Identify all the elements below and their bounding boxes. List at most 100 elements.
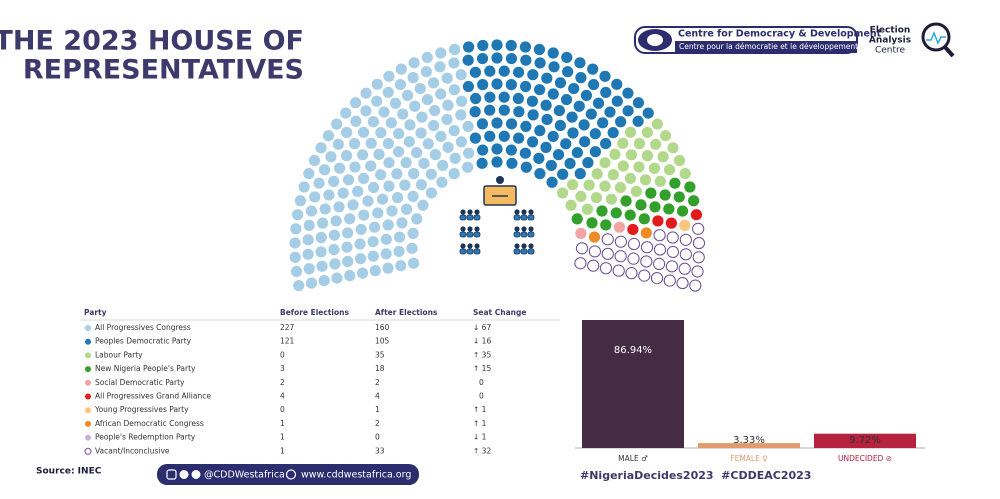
seat <box>641 126 653 139</box>
person-body <box>513 214 521 221</box>
org-name: Centre for Democracy & Development <box>678 29 882 40</box>
org-name-fr: Centre pour la démocratie et le développ… <box>679 42 858 51</box>
seat <box>342 174 355 186</box>
seat <box>448 168 460 180</box>
table-cell: 160 <box>375 323 390 332</box>
seat <box>341 241 353 253</box>
seat <box>344 213 356 225</box>
x-tick-label: FEMALE ♀ <box>730 454 767 463</box>
seat <box>437 159 449 172</box>
seat <box>505 39 517 52</box>
seat <box>462 80 475 93</box>
seat <box>404 119 416 131</box>
seat <box>293 279 305 292</box>
seat <box>371 95 383 107</box>
social-pill: @CDDWestafrica www.cddwestafrica.org <box>157 464 419 485</box>
seat <box>349 97 362 109</box>
seat <box>375 169 387 181</box>
seat <box>303 263 315 275</box>
seat <box>303 219 315 231</box>
seat <box>691 265 704 278</box>
party-seats <box>679 219 691 231</box>
seat <box>325 151 337 163</box>
person-head <box>514 243 520 249</box>
seat <box>469 132 481 144</box>
seat <box>597 117 609 129</box>
seat <box>421 93 434 106</box>
bar <box>698 443 800 448</box>
seat <box>462 54 474 66</box>
seat <box>679 167 691 180</box>
seat <box>305 277 318 289</box>
seat <box>400 157 412 169</box>
legend-marker <box>85 393 91 400</box>
person-head <box>474 243 480 249</box>
seat <box>331 272 343 284</box>
seat <box>429 149 442 161</box>
seat <box>369 265 381 277</box>
seat <box>491 52 503 64</box>
seat <box>425 168 437 180</box>
person-body <box>527 214 535 221</box>
seat <box>350 115 362 127</box>
seat <box>505 52 518 65</box>
person-body <box>473 248 481 255</box>
seat <box>574 257 587 270</box>
seat <box>678 262 691 275</box>
seat <box>498 91 510 103</box>
seat <box>630 185 642 197</box>
seat <box>605 193 618 205</box>
seat <box>533 84 546 96</box>
seat <box>613 221 626 233</box>
legend-marker <box>85 352 91 359</box>
seat <box>617 137 629 149</box>
table-cell: ↓ 16 <box>473 337 491 346</box>
seat <box>313 177 325 189</box>
table-cell: 18 <box>375 364 385 373</box>
seat <box>435 88 447 100</box>
seat <box>679 219 691 231</box>
person-head <box>528 226 534 232</box>
seat <box>491 143 503 155</box>
seat <box>692 236 706 250</box>
seat <box>589 128 601 140</box>
seat <box>589 146 601 158</box>
seat <box>356 149 369 161</box>
seat <box>498 65 510 77</box>
seat <box>334 162 346 174</box>
seat <box>620 195 632 207</box>
seat <box>367 236 379 248</box>
seat <box>642 107 654 119</box>
speaker-icon <box>483 176 517 206</box>
seat <box>477 79 489 91</box>
seat <box>368 221 381 233</box>
table-cell: 0 <box>479 378 484 387</box>
seat <box>663 203 675 215</box>
seat <box>527 69 539 81</box>
website: www.cddwestafrica.org <box>301 470 411 481</box>
person-head <box>514 226 520 232</box>
seat <box>625 149 638 161</box>
seat <box>588 78 600 91</box>
seat <box>513 132 525 144</box>
seat <box>601 247 614 260</box>
seat <box>512 92 524 105</box>
seat <box>540 141 552 153</box>
seat <box>441 113 453 126</box>
handle: @CDDWestafrica <box>204 470 285 481</box>
seat <box>442 99 454 111</box>
seat <box>365 137 377 149</box>
seat <box>371 78 383 90</box>
table-cell: 105 <box>375 337 390 346</box>
table-cell: 1 <box>375 405 380 414</box>
seat <box>505 79 517 91</box>
seat <box>362 195 374 207</box>
seat <box>395 63 407 75</box>
legend-marker <box>85 407 91 414</box>
party-seats <box>588 227 652 243</box>
seat <box>393 146 405 158</box>
seat <box>610 207 622 219</box>
seat <box>586 217 598 229</box>
seat <box>540 99 552 111</box>
seat <box>506 157 518 169</box>
